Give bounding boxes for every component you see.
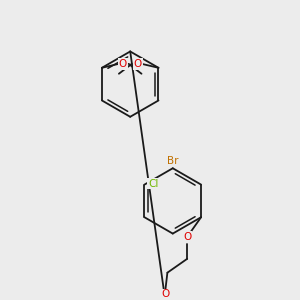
Text: O: O xyxy=(118,59,127,69)
Text: O: O xyxy=(183,232,191,242)
Text: O: O xyxy=(134,59,142,69)
Text: Br: Br xyxy=(167,156,178,166)
Text: Cl: Cl xyxy=(148,178,159,189)
Text: O: O xyxy=(161,290,169,299)
